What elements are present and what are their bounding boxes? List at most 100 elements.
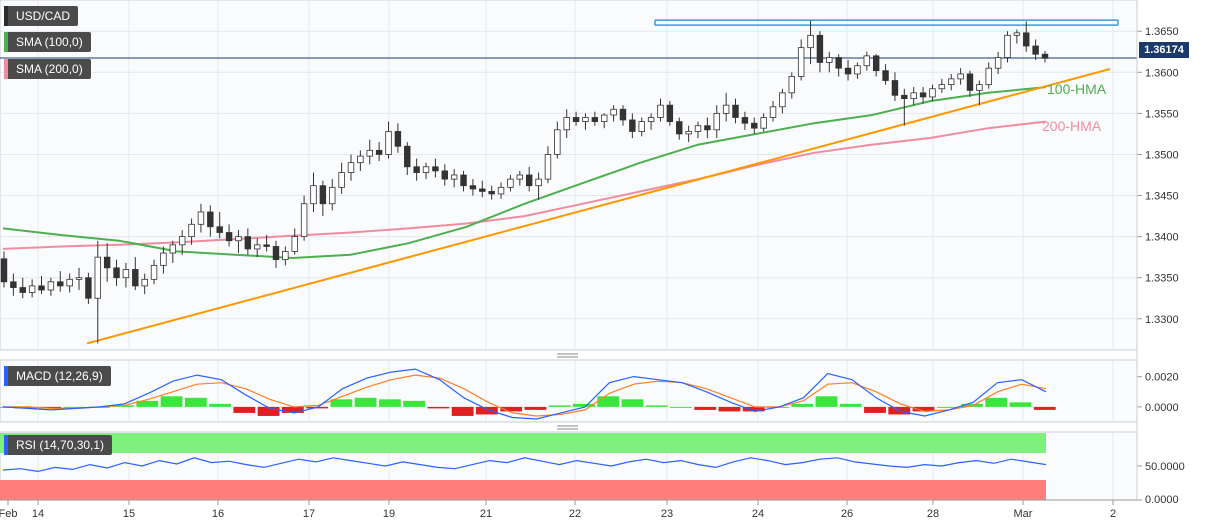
candle: [291, 228, 298, 255]
candle-body: [300, 203, 308, 238]
candle-body: [460, 174, 467, 187]
candle: [572, 111, 580, 126]
candle: [319, 180, 327, 217]
candle: [66, 273, 73, 293]
macd-histogram-bar: [39, 406, 62, 409]
rsi-tick-label: 50.0000: [1145, 461, 1185, 473]
candle-body: [676, 121, 683, 135]
candle-body: [601, 114, 608, 122]
candle-body: [966, 73, 974, 91]
x-tick-label: 26: [841, 508, 853, 520]
candle-body: [572, 117, 580, 122]
candle: [28, 279, 36, 298]
macd-histogram-bar: [184, 397, 207, 407]
macd-legend[interactable]: MACD (12,26,9): [4, 366, 111, 386]
candle: [244, 228, 252, 255]
x-tick-label: 19: [383, 508, 395, 520]
candle-body: [929, 88, 936, 98]
candle: [347, 154, 355, 181]
candle-body: [994, 57, 1002, 69]
rsi-swatch: [4, 435, 8, 455]
candle: [94, 240, 101, 344]
candle-body: [450, 174, 458, 180]
candle-body: [404, 145, 411, 168]
macd-histogram-bar: [330, 399, 353, 407]
candle-body: [394, 131, 402, 147]
candle: [751, 117, 758, 134]
candle: [385, 121, 392, 159]
candle-body: [19, 287, 26, 293]
candle-body: [282, 251, 289, 261]
symbol-label[interactable]: USD/CAD: [4, 6, 79, 26]
candle: [957, 68, 964, 85]
y-tick-label: 1.3550: [1145, 108, 1179, 120]
candle-body: [10, 281, 17, 288]
candle: [844, 59, 852, 81]
candle: [188, 218, 195, 245]
candle: [760, 113, 767, 132]
candle: [469, 179, 477, 196]
macd-histogram-bar: [597, 396, 620, 407]
macd-histogram-bar: [475, 406, 498, 415]
candle: [694, 121, 702, 139]
candle-body: [113, 267, 120, 279]
candle: [1004, 31, 1011, 63]
macd-histogram-bar: [694, 406, 717, 410]
candle-body: [244, 236, 252, 250]
macd-resize-handle[interactable]: [557, 353, 578, 358]
macd-histogram-bar: [645, 405, 668, 407]
candle: [85, 272, 92, 304]
candle: [816, 31, 824, 73]
candle: [732, 98, 739, 124]
candle-body: [591, 117, 599, 122]
candle: [647, 113, 655, 130]
macd-histogram-bar: [573, 403, 595, 407]
candle-body: [254, 244, 261, 250]
candle-body: [122, 269, 130, 279]
candle-body: [47, 281, 55, 291]
x-tick-label: Feb: [0, 508, 17, 520]
sma200-legend[interactable]: SMA (200,0): [4, 59, 91, 79]
candle: [1023, 21, 1030, 52]
candle: [225, 224, 233, 247]
candle: [919, 87, 927, 104]
candle-body: [769, 106, 777, 118]
candle: [113, 259, 120, 286]
candle: [329, 179, 336, 211]
candle: [497, 182, 505, 199]
candle: [263, 234, 270, 252]
candle: [207, 205, 214, 237]
x-tick-label: Mar: [1014, 508, 1033, 520]
candle-body: [751, 122, 758, 129]
sma200-swatch: [4, 59, 8, 79]
candle-body: [422, 166, 430, 173]
candle-body: [976, 84, 983, 91]
candle-body: [291, 236, 298, 252]
candle: [122, 262, 130, 288]
sma100-legend[interactable]: SMA (100,0): [4, 32, 91, 52]
candle-body: [704, 125, 711, 131]
rsi-resize-handle[interactable]: [557, 425, 578, 430]
macd-histogram-bar: [936, 406, 959, 408]
rsi-legend[interactable]: RSI (14,70,30,1): [4, 435, 113, 455]
candle-body: [657, 104, 664, 118]
candle: [404, 142, 411, 175]
candle-body: [985, 67, 992, 86]
candle: [882, 64, 889, 85]
macd-histogram-bar: [548, 405, 571, 407]
symbol-text: USD/CAD: [16, 9, 71, 23]
candle: [901, 88, 908, 126]
candle-body: [132, 269, 139, 287]
sma100-swatch: [4, 32, 8, 52]
candle: [554, 121, 561, 159]
candle: [432, 158, 439, 178]
candle: [375, 142, 383, 162]
candle-body: [891, 80, 899, 96]
candle-body: [338, 172, 345, 188]
macd-histogram-bar: [1033, 406, 1056, 410]
candle-body: [103, 256, 111, 269]
sma100-line: [2, 86, 1047, 260]
candle-body: [329, 186, 336, 205]
macd-histogram-bar: [451, 406, 474, 416]
y-tick-label: 1.3650: [1145, 26, 1179, 38]
